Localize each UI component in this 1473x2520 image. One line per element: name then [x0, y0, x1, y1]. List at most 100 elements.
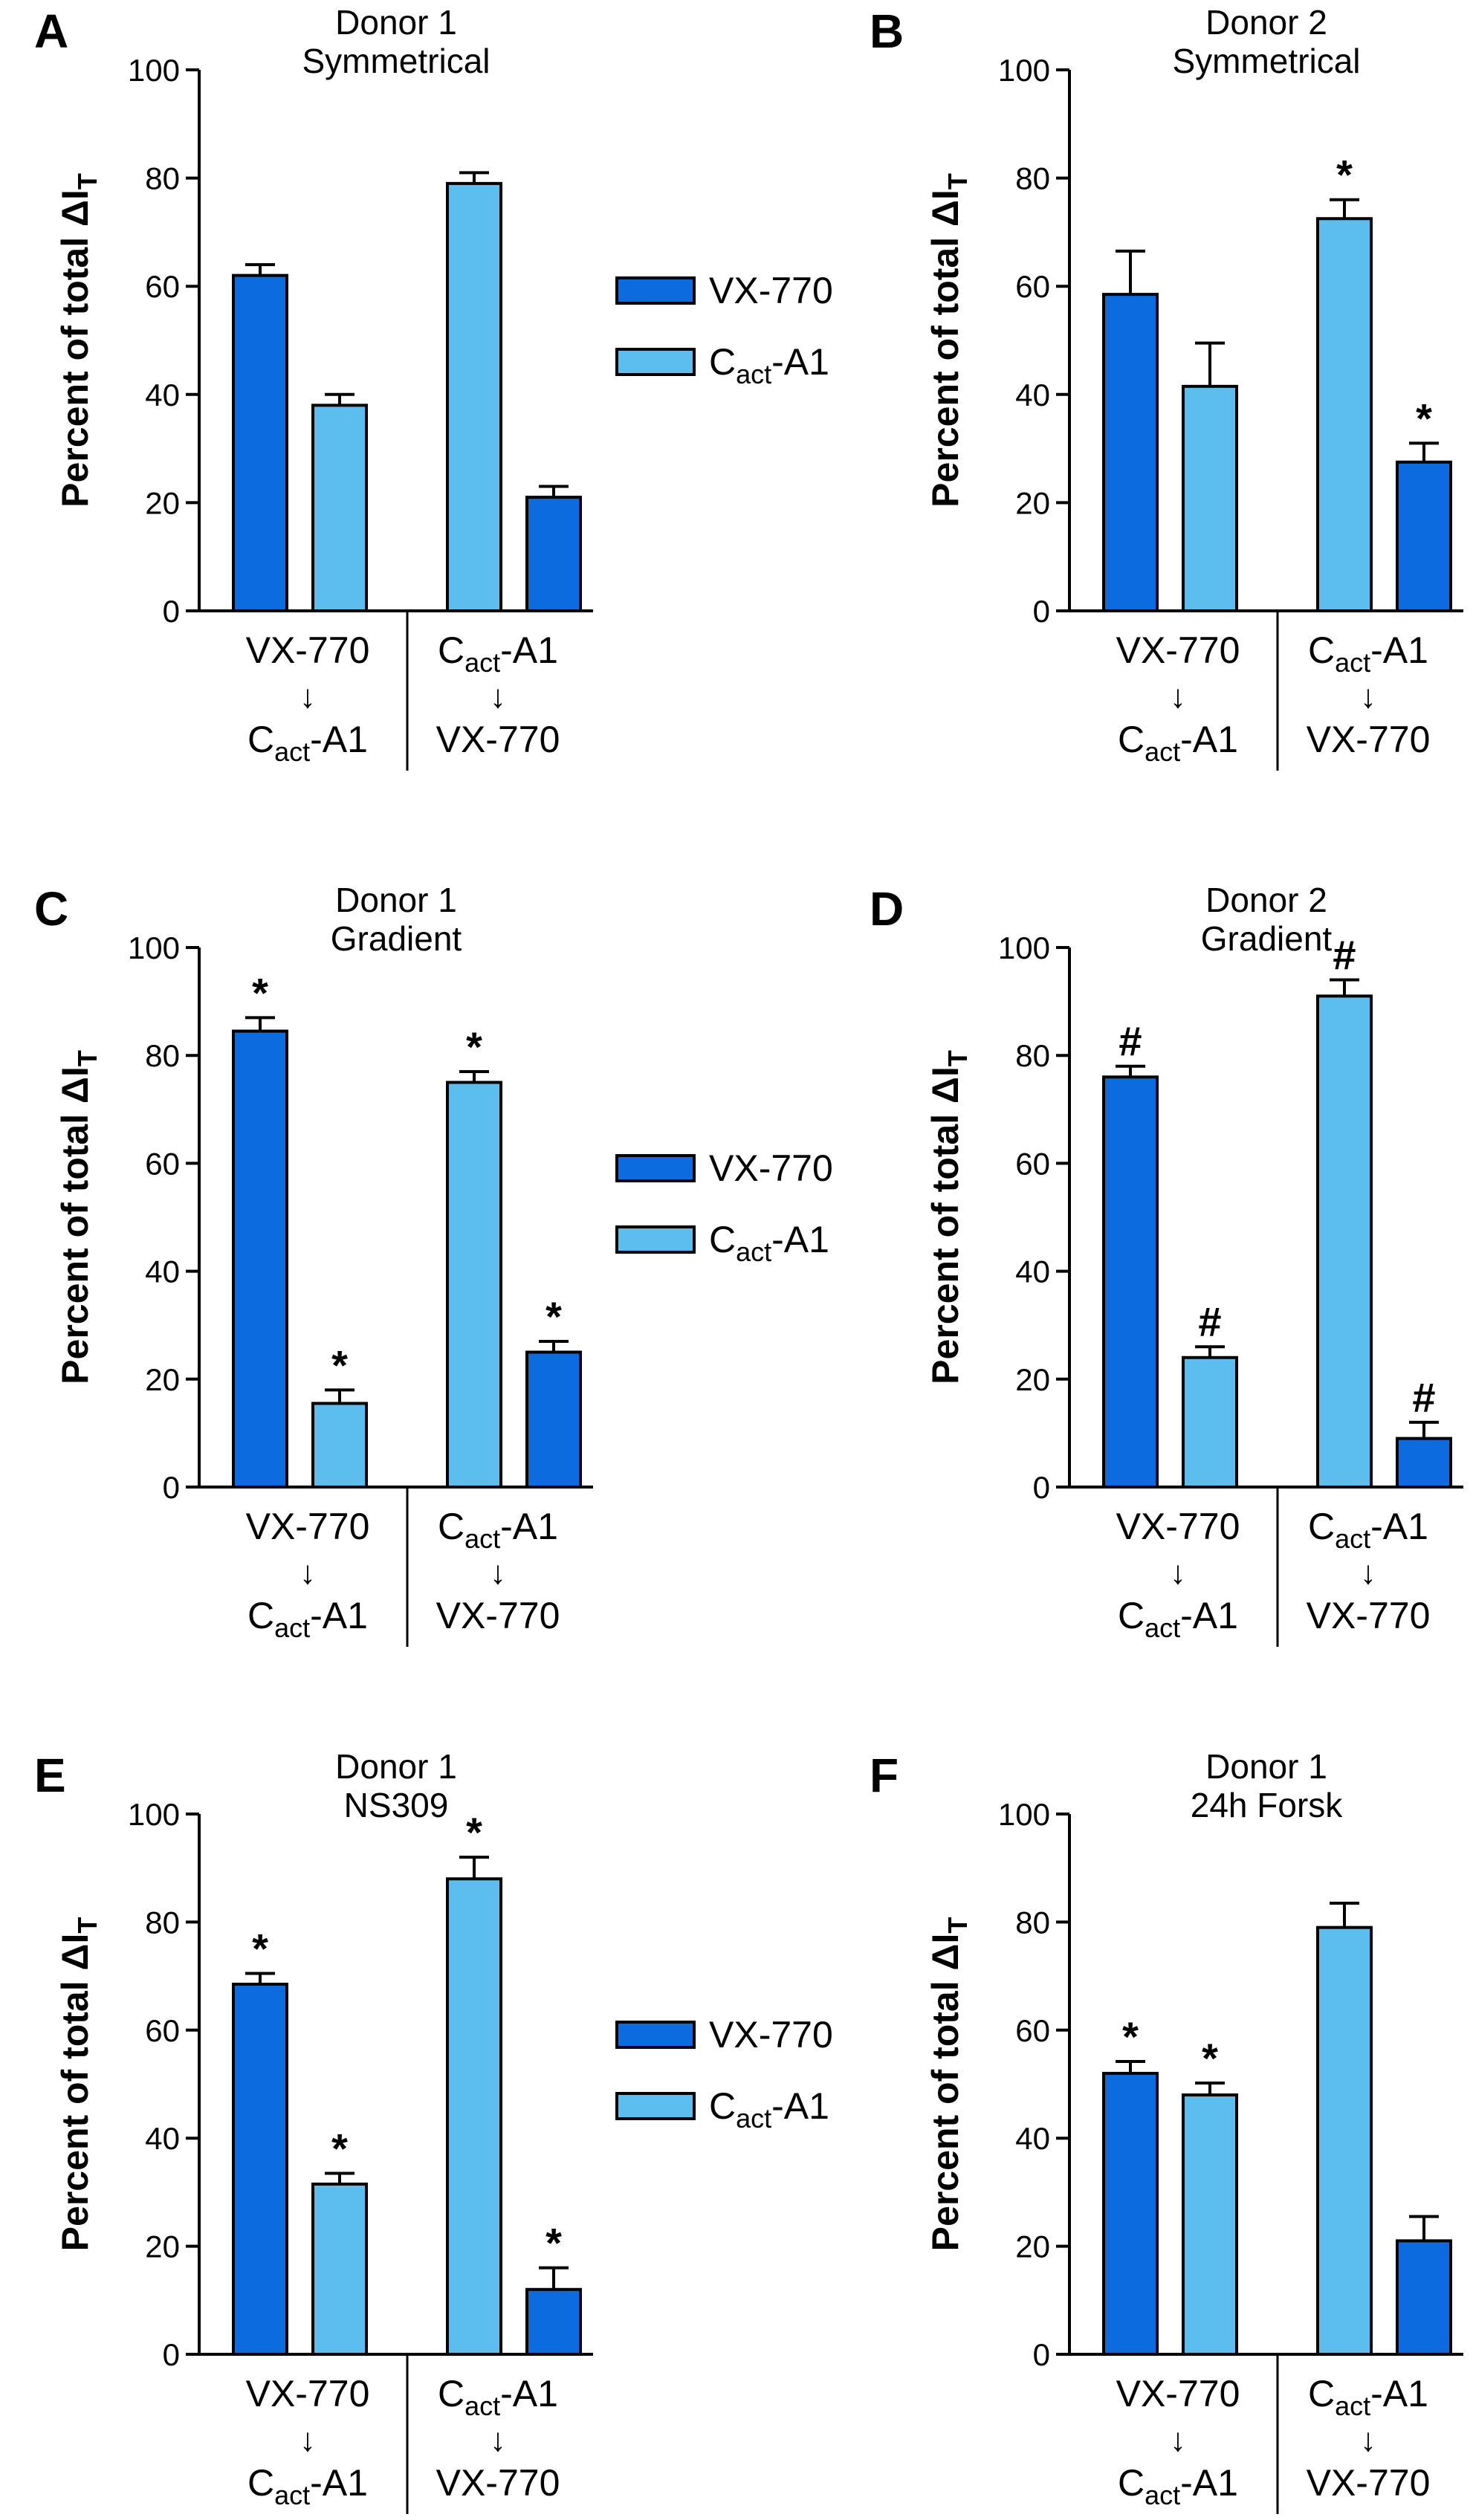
legend-swatch-cact	[615, 2092, 696, 2120]
chart-title-line2: Gradient	[331, 919, 462, 958]
y-tick-label: 80	[1015, 1038, 1050, 1073]
y-tick-label: 60	[145, 2013, 180, 2048]
bar-vx770	[525, 496, 582, 612]
legend-label-cact: Cact-A1	[709, 1219, 829, 1267]
y-tick-label: 60	[1015, 1146, 1050, 1181]
significance-mark: *	[252, 1925, 268, 1972]
y-axis-label: Percent of total ΔIT	[54, 173, 103, 508]
legend-swatch-cact	[615, 1225, 696, 1254]
legend-swatch-vx770	[615, 276, 696, 305]
category-arrow: ↓	[490, 1555, 506, 1591]
significance-mark: *	[466, 1023, 482, 1070]
legend-label-vx770: VX-770	[709, 270, 833, 311]
significance-mark: #	[1412, 1374, 1435, 1421]
category-label-line2: Cact-A1	[247, 719, 368, 767]
bar-cact	[1316, 1925, 1373, 2356]
y-axis-label: Percent of total ΔIT	[925, 1917, 973, 2252]
bar-cact	[1182, 384, 1238, 612]
y-axis-label: Percent of total ΔIT	[54, 1917, 103, 2252]
bar-cact	[446, 181, 502, 612]
legend-label-vx770: VX-770	[709, 2014, 833, 2056]
y-tick-label: 0	[1033, 594, 1050, 629]
legend-swatch-vx770	[615, 2021, 696, 2049]
category-arrow: ↓	[1170, 2422, 1186, 2458]
legend-swatch-vx770	[615, 1154, 696, 1182]
y-axis-label: Percent of total ΔIT	[925, 173, 973, 508]
significance-mark: #	[1198, 1298, 1221, 1345]
category-arrow: ↓	[1360, 678, 1376, 715]
category-arrow: ↓	[300, 1555, 316, 1591]
chart-title-line2: 24h Forsk	[1191, 1786, 1344, 1824]
legend-label-vx770: VX-770	[709, 1147, 833, 1189]
y-tick-label: 60	[1015, 269, 1050, 304]
y-tick-label: 20	[1015, 2229, 1050, 2264]
significance-mark: #	[1333, 932, 1356, 979]
bar-vx770	[1396, 1436, 1452, 1489]
significance-mark: *	[546, 2220, 562, 2267]
legend: VX-770 Cact-A1	[615, 2014, 833, 2134]
bar-cact	[1316, 994, 1373, 1489]
bar-cact	[311, 1402, 368, 1489]
panel-letter: A	[34, 4, 68, 58]
category-label-line1: VX-770	[246, 1506, 370, 1547]
bar-cact	[446, 1081, 502, 1489]
category-arrow: ↓	[300, 2422, 316, 2458]
significance-mark: *	[1202, 2035, 1218, 2082]
panel-letter: B	[870, 4, 904, 58]
bar-vx770	[525, 1350, 582, 1489]
legend: VX-770 Cact-A1	[615, 270, 833, 389]
y-tick-label: 80	[1015, 1905, 1050, 1940]
significance-mark: *	[466, 1809, 482, 1856]
category-label-line1: Cact-A1	[438, 2373, 558, 2421]
y-tick-label: 80	[145, 1038, 180, 1073]
chart-title-line2: Symmetrical	[1172, 42, 1360, 80]
category-label-line1: Cact-A1	[438, 629, 558, 678]
category-label-line2: Cact-A1	[1118, 719, 1238, 767]
category-arrow: ↓	[490, 2422, 506, 2458]
y-tick-label: 40	[145, 2121, 180, 2156]
bar-cact	[446, 1877, 502, 2356]
y-tick-label: 40	[1015, 2121, 1050, 2156]
category-label-line2: VX-770	[1307, 719, 1431, 760]
category-arrow: ↓	[1360, 1555, 1376, 1591]
y-tick-label: 20	[1015, 485, 1050, 520]
bar-vx770	[1102, 293, 1159, 612]
legend: VX-770 Cact-A1	[615, 1147, 833, 1267]
y-tick-label: 40	[1015, 1254, 1050, 1289]
category-arrow: ↓	[300, 678, 316, 715]
y-tick-label: 20	[1015, 1362, 1050, 1397]
bar-vx770	[232, 1983, 288, 2356]
category-label-line2: VX-770	[436, 719, 560, 760]
legend-label-cact: Cact-A1	[709, 2085, 829, 2134]
y-tick-label: 100	[998, 1797, 1050, 1832]
panel-letter: E	[34, 1749, 66, 1802]
category-label-line2: VX-770	[436, 1595, 560, 1636]
significance-mark: *	[1336, 152, 1353, 198]
bar-vx770	[232, 1029, 288, 1489]
category-label-line2: VX-770	[436, 2462, 560, 2504]
significance-mark: *	[546, 1293, 562, 1340]
y-tick-label: 80	[145, 1905, 180, 1940]
legend-swatch-cact	[615, 348, 696, 376]
y-tick-label: 100	[998, 53, 1050, 88]
legend-label-cact: Cact-A1	[709, 341, 829, 389]
significance-mark: *	[252, 969, 268, 1016]
y-tick-label: 20	[145, 485, 180, 520]
category-label-line2: Cact-A1	[247, 2462, 368, 2510]
category-label-line2: VX-770	[1307, 1595, 1431, 1636]
bar-cact	[311, 2182, 368, 2357]
y-axis-label: Percent of total ΔIT	[925, 1050, 973, 1384]
chart-title-line1: Donor 1	[335, 1747, 457, 1786]
chart-title-line2: NS309	[344, 1786, 449, 1824]
bar-vx770	[1102, 1075, 1159, 1489]
category-label-line1: VX-770	[246, 2373, 370, 2414]
category-label-line1: VX-770	[1116, 629, 1240, 671]
y-tick-label: 0	[163, 594, 180, 629]
chart-title-line1: Donor 2	[1205, 3, 1327, 42]
bar-cact	[311, 404, 368, 612]
y-tick-label: 0	[163, 2337, 180, 2372]
